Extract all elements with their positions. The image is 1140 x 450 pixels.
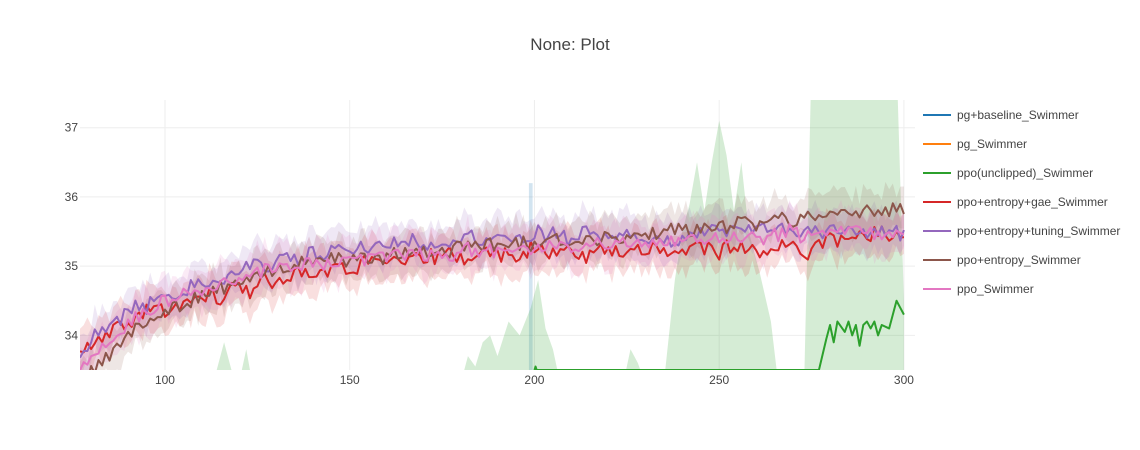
- legend-label: ppo+entropy+tuning_Swimmer: [957, 224, 1120, 238]
- legend-label: pg_Swimmer: [957, 137, 1027, 151]
- legend-label: ppo_Swimmer: [957, 282, 1034, 296]
- x-tick-label: 300: [894, 373, 914, 387]
- x-tick-label: 100: [155, 373, 175, 387]
- series-line: [89, 202, 905, 370]
- x-tick-label: 150: [340, 373, 360, 387]
- series-line: [533, 299, 905, 370]
- series-lines: [80, 202, 905, 370]
- grid: [80, 100, 915, 370]
- error-band: [80, 208, 904, 370]
- x-axis-ticks: 100 150 200 250 300: [155, 373, 914, 387]
- y-tick-label: 35: [65, 259, 79, 273]
- legend-label: ppo+entropy+gae_Swimmer: [957, 195, 1108, 209]
- legend-label: ppo(unclipped)_Swimmer: [957, 166, 1093, 180]
- y-tick-label: 36: [65, 190, 79, 204]
- series-line: [80, 221, 905, 359]
- y-tick-label: 37: [65, 121, 79, 135]
- legend: pg+baseline_Swimmer pg_Swimmer ppo(unclipp…: [923, 108, 1120, 296]
- chart-title: None: Plot: [530, 35, 610, 54]
- error-band: [216, 100, 904, 370]
- error-band: [528, 183, 533, 370]
- series-line: [80, 223, 905, 370]
- y-axis-ticks: 34 35 36 37: [65, 121, 79, 343]
- legend-label: pg+baseline_Swimmer: [957, 108, 1079, 122]
- x-tick-label: 250: [709, 373, 729, 387]
- y-tick-label: 34: [65, 328, 79, 342]
- x-tick-label: 200: [524, 373, 544, 387]
- legend-label: ppo+entropy_Swimmer: [957, 253, 1081, 267]
